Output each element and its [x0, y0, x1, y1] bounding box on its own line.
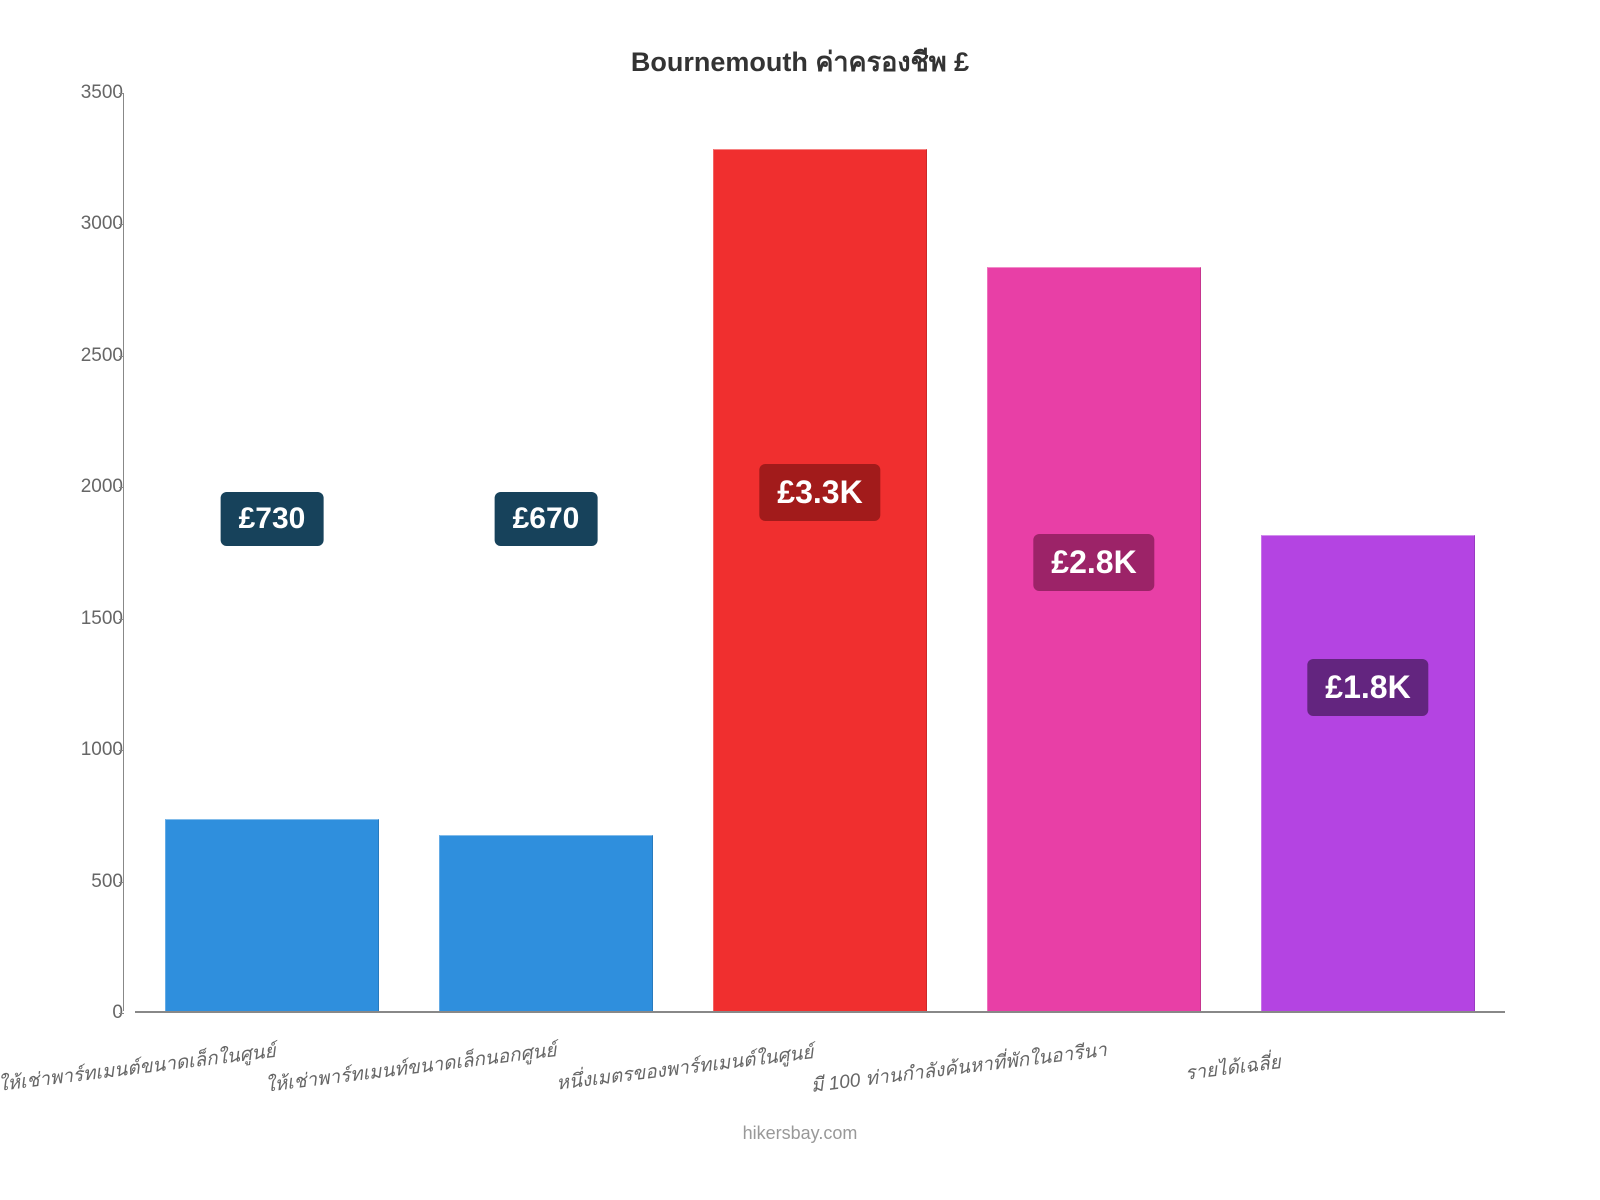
y-tick-label: 1000: [65, 739, 123, 761]
value-badge: £2.8K: [1033, 534, 1154, 591]
plot-area: £730£670£3.3K£2.8K£1.8K 0500100015002000…: [135, 93, 1505, 1013]
bar: [165, 819, 379, 1011]
y-tick-mark: [119, 882, 124, 883]
bar-slot: £3.3K: [683, 93, 957, 1011]
y-tick-mark: [119, 1013, 124, 1014]
bar: [713, 149, 927, 1011]
bar-slot: £2.8K: [957, 93, 1231, 1011]
y-tick-label: 500: [65, 871, 123, 893]
bar-slot: £730: [135, 93, 409, 1011]
bar: [439, 835, 653, 1011]
bar-slot: £670: [409, 93, 683, 1011]
value-badge: £730: [221, 492, 324, 546]
y-tick-label: 3000: [65, 213, 123, 235]
y-tick-mark: [119, 356, 124, 357]
y-tick-mark: [119, 619, 124, 620]
y-axis: [123, 93, 124, 1011]
y-tick-label: 2000: [65, 476, 123, 498]
x-label-slot: รายได้เฉลี่ย: [1231, 1013, 1505, 1103]
x-axis-label: ให้เช่าพาร์ทเมนต์ขนาดเล็กในศูนย์: [0, 1036, 277, 1100]
x-axis-labels: ให้เช่าพาร์ทเมนต์ขนาดเล็กในศูนย์ให้เช่าพ…: [135, 1013, 1505, 1103]
chart-title: Bournemouth ค่าครองชีพ £: [60, 40, 1540, 83]
y-tick-mark: [119, 224, 124, 225]
chart-container: Bournemouth ค่าครองชีพ £ £730 £670 £3.3K £2…: [60, 40, 1540, 1160]
bars-group: £730 £670 £3.3K £2.8K £1.8K: [135, 93, 1505, 1011]
y-tick-mark: [119, 487, 124, 488]
y-tick-mark: [119, 93, 124, 94]
value-badge: £1.8K: [1307, 659, 1428, 716]
y-tick-label: 1500: [65, 608, 123, 630]
bar: [987, 267, 1201, 1011]
value-badge: £670: [495, 492, 598, 546]
y-tick-mark: [119, 750, 124, 751]
y-tick-label: 0: [65, 1002, 123, 1024]
attribution: hikersbay.com: [60, 1123, 1540, 1144]
value-badge: £3.3K: [759, 464, 880, 521]
bar-slot: £1.8K: [1231, 93, 1505, 1011]
bar: [1261, 535, 1475, 1011]
y-tick-label: 3500: [65, 82, 123, 104]
y-tick-label: 2500: [65, 345, 123, 367]
